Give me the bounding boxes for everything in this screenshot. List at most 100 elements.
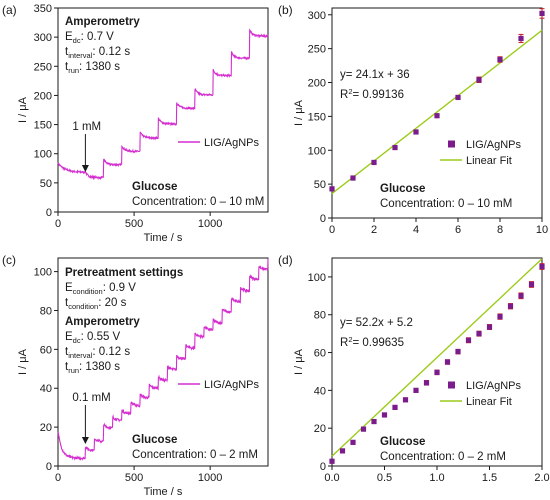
x-tick-label: 0 xyxy=(329,224,335,236)
r-squared-symbol: R xyxy=(340,89,348,101)
linear-fit-line xyxy=(331,258,543,457)
data-point xyxy=(392,144,398,151)
edc-setting-value: : 0.55 V xyxy=(81,331,121,343)
concentration-label: Concentration: 0 – 10 mM xyxy=(132,196,264,208)
data-point xyxy=(455,94,461,101)
r-squared-exponent: 2 xyxy=(348,87,352,96)
data-point xyxy=(434,113,440,119)
current-trace xyxy=(57,28,269,181)
method-label: Amperometry xyxy=(65,316,140,328)
data-point xyxy=(371,418,377,425)
y-tick-label: 0 xyxy=(320,213,326,225)
y-tick-label: 300 xyxy=(34,32,52,44)
y-tick-label: 60 xyxy=(314,348,326,360)
tinterval-setting-value: : 0.12 s xyxy=(92,46,130,58)
plot-frame xyxy=(331,7,543,219)
econdition-setting: Econdition: 0.9 V xyxy=(65,282,136,296)
data-point xyxy=(497,314,503,320)
trun-setting: trun: 1380 s xyxy=(65,361,120,375)
tcondition-setting: tcondition: 20 s xyxy=(65,297,127,311)
fit-equation: y= 52.2x + 5.2 xyxy=(340,317,413,329)
panel-label-b: (b) xyxy=(278,3,293,17)
tinterval-setting: tinterval: 0.12 s xyxy=(65,46,130,60)
method-label: Amperometry xyxy=(65,16,140,28)
step-arrow-head xyxy=(81,437,89,444)
data-point xyxy=(518,35,524,42)
data-point xyxy=(455,349,461,355)
y-tick-label: 350 xyxy=(34,3,52,15)
tinterval-setting-symbol: t xyxy=(65,46,69,58)
econdition-setting-subscript: condition xyxy=(73,287,103,296)
y-tick-label: 80 xyxy=(314,310,326,322)
x-tick-label: 2.0 xyxy=(534,472,549,484)
x-tick-label: 0 xyxy=(55,218,61,230)
data-point xyxy=(413,387,419,393)
tinterval-setting-subscript: interval xyxy=(68,351,93,360)
panel-label-c: (c) xyxy=(2,253,16,267)
y-tick-label: 20 xyxy=(314,423,326,435)
concentration-label: Concentration: 0 – 2 mM xyxy=(132,449,258,461)
data-point xyxy=(539,263,545,270)
x-tick-label: 1.5 xyxy=(482,472,497,484)
x-tick-label: 500 xyxy=(125,218,143,230)
r-squared-value: = 0.99136 xyxy=(352,89,403,101)
analyte-label: Glucose xyxy=(132,434,177,446)
legend-label-data: LIG/AgNPs xyxy=(466,380,522,392)
plot-frame xyxy=(57,7,269,213)
legend-marker xyxy=(448,381,455,389)
y-tick-label: 150 xyxy=(34,120,52,132)
panel-d: (d) 0.0 0.5 1.0 1.5 2.0 0 20 40 60 80 100 I / μA y= … xyxy=(278,253,550,484)
edc-setting: Edc: 0.7 V xyxy=(65,31,114,45)
tcondition-setting-symbol: t xyxy=(65,297,69,309)
tinterval-setting-subscript: interval xyxy=(68,51,93,60)
plot-frame xyxy=(57,257,269,467)
data-point xyxy=(350,175,356,181)
analyte-label: Glucose xyxy=(380,183,425,195)
data-point xyxy=(392,404,398,410)
panel-a: (a) 0 500 1000 0 50 100 150 200 250 300 350 I / μA T… xyxy=(2,3,269,244)
data-point xyxy=(423,380,430,386)
data-point xyxy=(381,412,388,418)
econdition-setting-value: : 0.9 V xyxy=(103,282,137,294)
data-point xyxy=(539,10,545,17)
edc-setting-value: : 0.7 V xyxy=(81,31,115,43)
x-tick-label: 1.0 xyxy=(429,472,444,484)
x-tick-label: 0 xyxy=(55,472,61,484)
data-point xyxy=(476,331,482,337)
data-point xyxy=(434,369,440,375)
r-squared-value: = 0.99635 xyxy=(352,337,403,349)
r-squared-exponent: 2 xyxy=(348,335,352,344)
x-tick-label: 0.0 xyxy=(324,472,339,484)
data-point xyxy=(476,77,482,83)
edc-setting-symbol: E xyxy=(65,331,73,343)
y-tick-label: 150 xyxy=(308,111,326,123)
edc-setting-symbol: E xyxy=(65,31,73,43)
y-tick-label: 50 xyxy=(314,179,326,191)
tcondition-setting-subscript: condition xyxy=(68,302,98,311)
pretreatment-title: Pretreatment settings xyxy=(65,267,183,279)
trun-setting-symbol: t xyxy=(65,61,69,73)
x-tick-label: 8 xyxy=(497,224,503,236)
r-squared: R2= 0.99136 xyxy=(340,87,404,101)
y-axis-label: I / μA xyxy=(17,96,29,123)
panel-label-a: (a) xyxy=(2,3,17,17)
current-trace xyxy=(57,258,269,461)
x-tick-label: 6 xyxy=(455,224,461,236)
data-point xyxy=(360,426,367,432)
data-point xyxy=(371,159,377,166)
x-tick-label: 2 xyxy=(371,224,377,236)
y-axis-label: I / μA xyxy=(293,99,305,126)
y-tick-label: 40 xyxy=(40,383,52,395)
data-point xyxy=(329,186,335,192)
linear-fit-line xyxy=(331,29,543,195)
y-tick-label: 0 xyxy=(46,207,52,219)
trun-setting: trun: 1380 s xyxy=(65,61,120,75)
x-tick-label: 1000 xyxy=(198,218,222,230)
data-point xyxy=(339,448,346,454)
x-axis-label: Time / s xyxy=(144,232,183,244)
x-tick-label: 500 xyxy=(125,472,143,484)
y-tick-label: 100 xyxy=(308,272,326,284)
step-arrow-label: 0.1 mM xyxy=(72,392,110,404)
data-point xyxy=(465,337,472,343)
